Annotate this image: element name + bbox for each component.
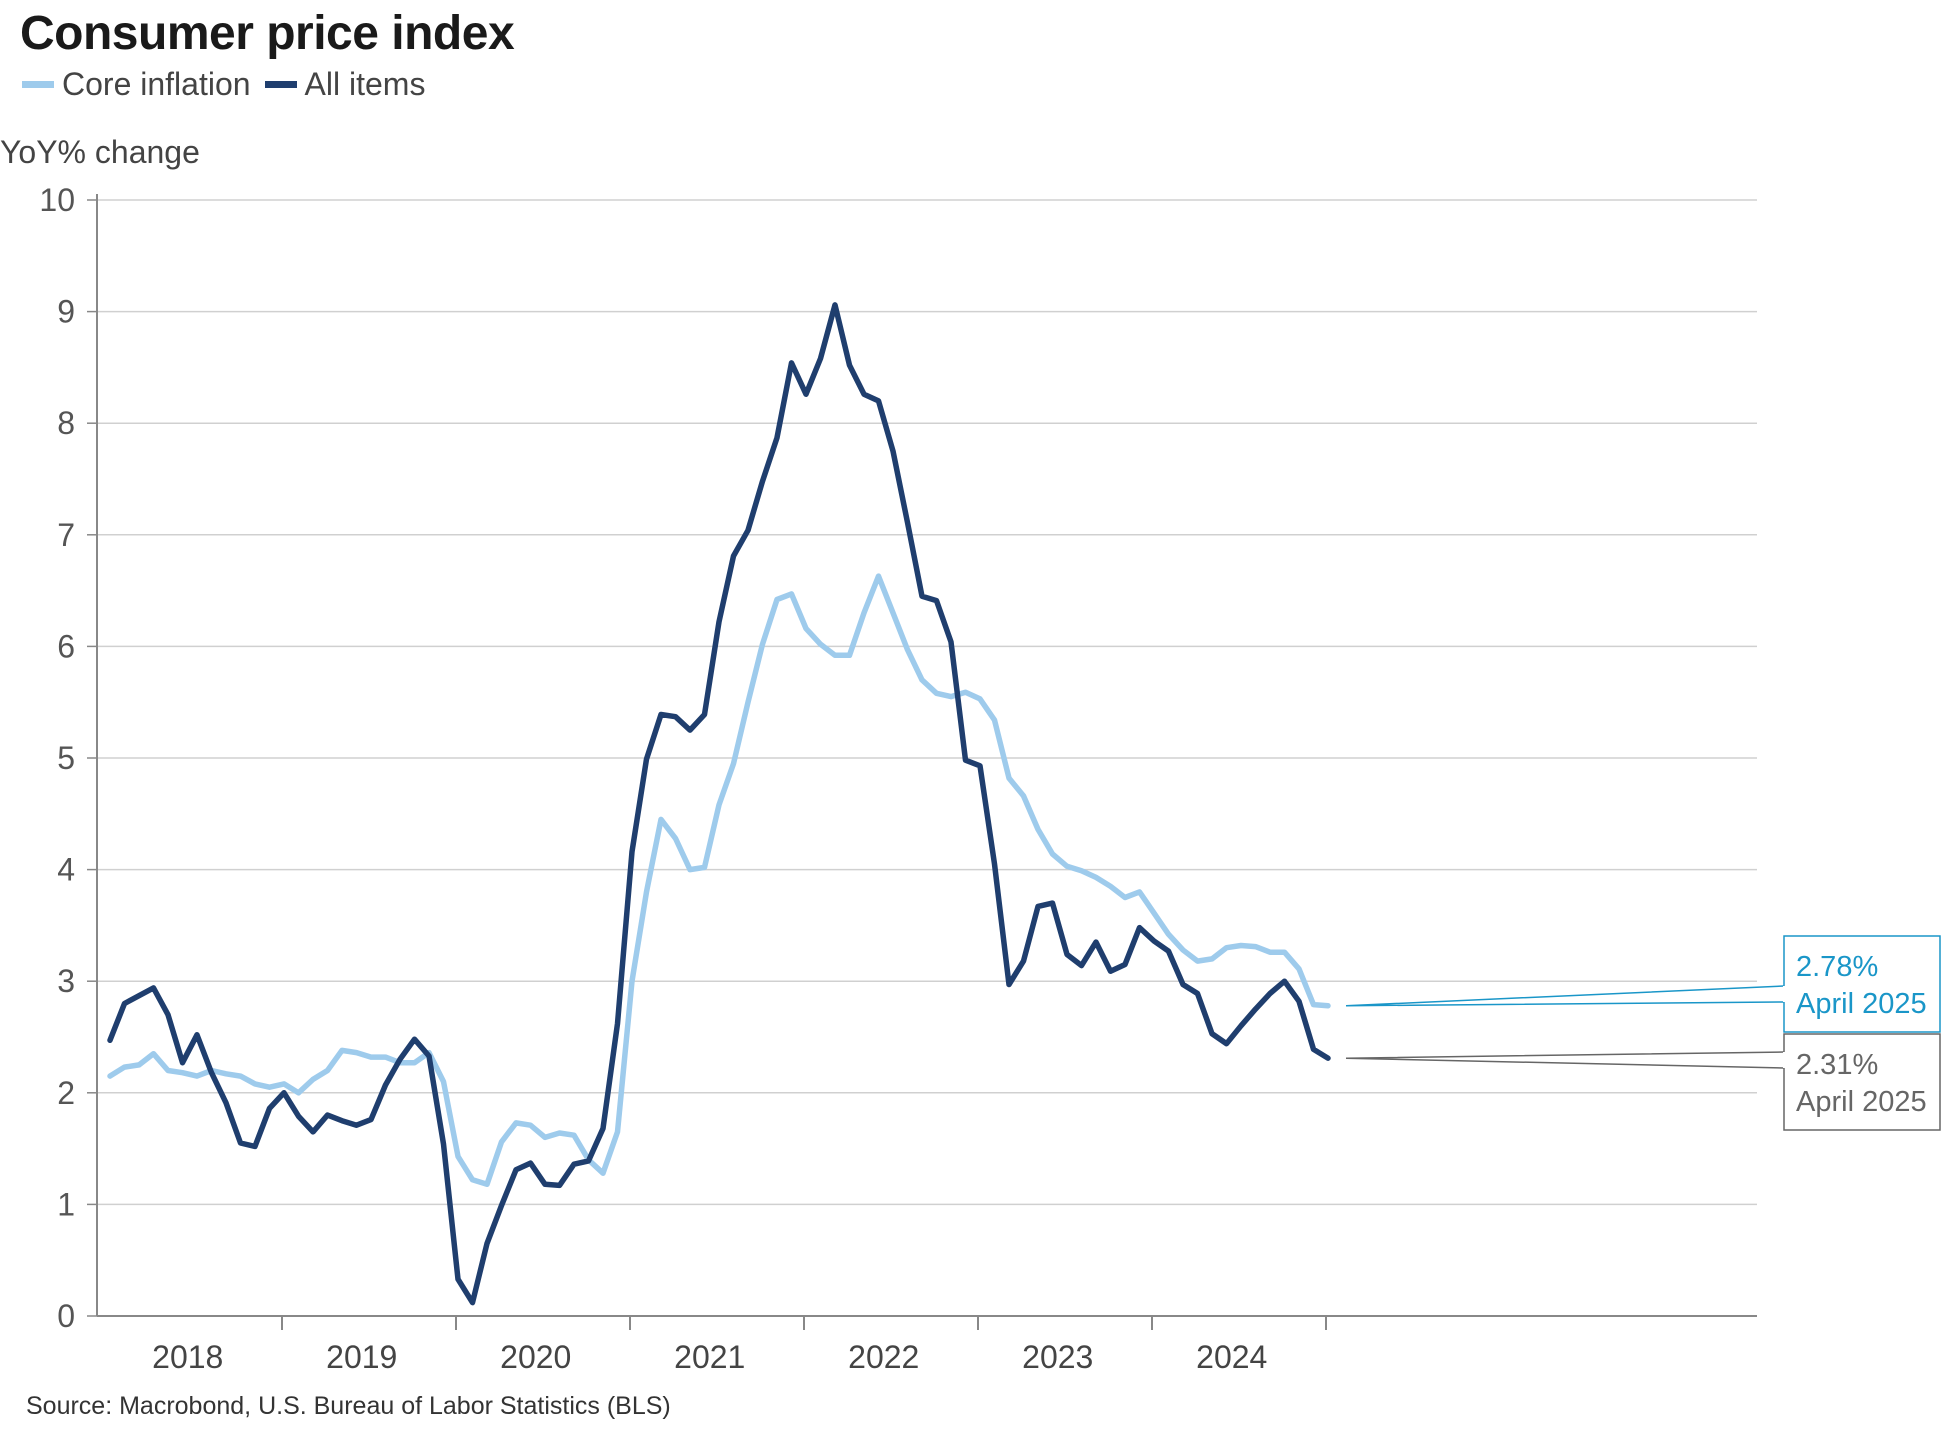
y-tick-label: 6	[57, 628, 75, 664]
callout-core-pointer	[1345, 985, 1785, 1007]
callout-core-value: 2.78%	[1796, 951, 1878, 983]
series-core	[107, 573, 1331, 1188]
y-tick-label: 5	[57, 740, 75, 776]
y-tick-label: 2	[57, 1075, 75, 1111]
callout-core-gap	[1783, 986, 1786, 1002]
callout-all-gap	[1783, 1052, 1786, 1068]
legend: Core inflation All items	[22, 66, 439, 103]
y-tick-label: 3	[57, 963, 75, 999]
x-tick-label: 2024	[1196, 1339, 1267, 1375]
callout-all: 2.31% April 2025	[1345, 1033, 1941, 1131]
legend-item-core: Core inflation	[22, 66, 251, 103]
x-tick-label: 2022	[848, 1339, 919, 1375]
callout-core-box	[1783, 935, 1941, 1033]
y-tick-label: 7	[57, 517, 75, 553]
x-tick-label: 2020	[500, 1339, 571, 1375]
callout-all-date: April 2025	[1796, 1086, 1927, 1118]
x-tick-label: 2023	[1022, 1339, 1093, 1375]
x-tick-label: 2019	[326, 1339, 397, 1375]
legend-swatch-core	[22, 81, 54, 88]
callout-all-pointer	[1345, 1051, 1785, 1069]
legend-label-all: All items	[304, 66, 426, 102]
callout-core: 2.78% April 2025	[1345, 935, 1941, 1033]
y-tick-label: 4	[57, 852, 75, 888]
x-tick-label: 2021	[674, 1339, 745, 1375]
y-tick-label: 10	[39, 182, 75, 218]
callout-core-date: April 2025	[1796, 988, 1927, 1020]
legend-label-core: Core inflation	[62, 66, 251, 102]
y-tick-label: 9	[57, 294, 75, 330]
series-all	[107, 302, 1331, 1306]
legend-swatch-all	[264, 81, 297, 88]
y-tick-label: 8	[57, 405, 75, 441]
y-axis-label: YoY% change	[0, 134, 200, 170]
chart-title: Consumer price index	[20, 7, 515, 60]
y-tick-label: 0	[57, 1298, 75, 1334]
y-tick-label: 1	[57, 1186, 75, 1222]
legend-item-all: All items	[264, 66, 426, 103]
source-note: Source: Macrobond, U.S. Bureau of Labor …	[26, 1392, 671, 1420]
callout-all-box	[1783, 1033, 1941, 1131]
x-tick-label: 2018	[152, 1339, 223, 1375]
callout-all-value: 2.31%	[1796, 1049, 1878, 1081]
